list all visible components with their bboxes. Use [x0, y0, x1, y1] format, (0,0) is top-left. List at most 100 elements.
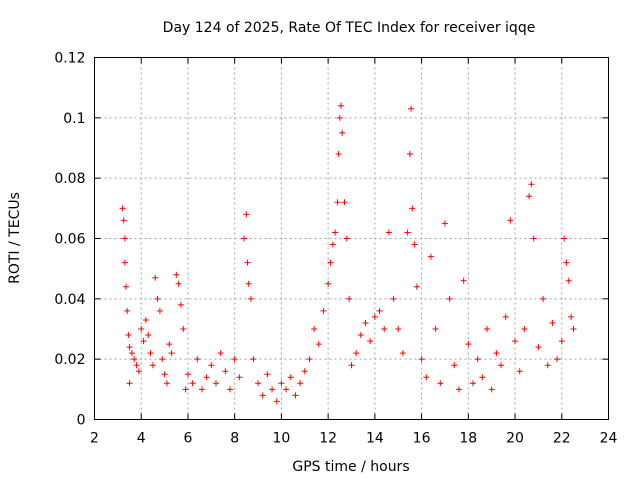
data-point	[432, 326, 439, 332]
data-point	[119, 205, 126, 212]
data-point	[147, 350, 154, 357]
data-point	[528, 181, 535, 188]
data-point	[395, 326, 402, 332]
data-point	[231, 356, 238, 363]
data-point	[563, 259, 570, 266]
data-point	[474, 356, 481, 363]
data-point	[123, 283, 130, 290]
y-tick-label: 0.02	[54, 352, 85, 368]
data-point	[173, 271, 180, 278]
data-point	[243, 211, 250, 218]
data-point	[306, 356, 313, 363]
data-point	[334, 199, 341, 206]
data-point	[554, 356, 561, 363]
data-point	[156, 307, 163, 314]
data-point	[241, 235, 248, 242]
data-point	[561, 235, 568, 242]
data-point	[182, 386, 189, 393]
data-point	[203, 374, 210, 381]
data-point	[469, 380, 476, 387]
data-point	[125, 332, 132, 339]
data-point	[248, 295, 255, 302]
y-tick-label: 0.1	[63, 111, 85, 127]
data-point	[121, 259, 128, 266]
data-point	[385, 229, 392, 236]
data-point	[142, 316, 149, 323]
data-point	[320, 307, 327, 314]
data-point	[558, 338, 565, 345]
data-point	[404, 229, 411, 236]
data-point	[498, 362, 505, 369]
chart-title: Day 124 of 2025, Rate Of TEC Index for r…	[163, 20, 536, 36]
y-tick-label: 0	[77, 413, 86, 429]
data-point	[540, 295, 547, 302]
data-point	[287, 374, 294, 381]
data-point	[311, 326, 318, 332]
data-point	[273, 398, 280, 405]
data-point	[343, 235, 350, 242]
data-point	[255, 380, 262, 387]
data-point	[337, 102, 344, 109]
x-tick-label: 14	[366, 431, 384, 447]
data-point	[236, 374, 243, 381]
y-tick-label: 0.12	[54, 51, 85, 67]
data-point	[126, 380, 133, 387]
data-point	[413, 283, 420, 290]
data-point	[126, 344, 133, 351]
data-point	[411, 241, 418, 248]
data-point	[159, 356, 166, 363]
data-point	[423, 374, 430, 381]
data-point	[140, 338, 147, 345]
y-tick-label: 0.08	[54, 171, 85, 187]
data-point	[329, 241, 336, 248]
data-point	[152, 274, 159, 281]
data-point	[168, 350, 175, 357]
data-point	[568, 313, 575, 320]
data-point	[418, 356, 425, 363]
data-point	[441, 220, 448, 227]
data-point	[135, 368, 142, 375]
data-point	[131, 356, 138, 363]
data-point	[175, 280, 182, 287]
data-point	[244, 259, 251, 266]
data-point	[465, 341, 472, 348]
x-tick-label: 24	[600, 431, 618, 447]
data-point	[264, 371, 271, 378]
data-point	[278, 380, 285, 387]
data-point	[507, 217, 514, 224]
data-point	[184, 371, 191, 378]
data-point	[357, 332, 364, 339]
data-point	[121, 235, 128, 242]
data-point	[149, 362, 156, 369]
data-point	[212, 380, 219, 387]
data-point	[408, 105, 415, 112]
data-point	[138, 326, 145, 332]
x-tick-label: 22	[553, 431, 571, 447]
x-tick-label: 12	[319, 431, 337, 447]
data-point	[341, 199, 348, 206]
data-point	[120, 217, 127, 224]
x-axis-label: GPS time / hours	[292, 459, 409, 475]
data-point	[346, 295, 353, 302]
data-point	[332, 229, 339, 236]
data-point	[166, 341, 173, 348]
data-point	[315, 341, 322, 348]
data-point	[409, 205, 416, 212]
x-tick-label: 10	[272, 431, 290, 447]
data-point	[227, 386, 234, 393]
data-point	[327, 259, 334, 266]
data-point	[446, 295, 453, 302]
data-point	[217, 350, 224, 357]
data-point	[198, 386, 205, 393]
data-point	[390, 295, 397, 302]
data-point	[371, 313, 378, 320]
data-point	[124, 307, 131, 314]
data-point	[335, 151, 342, 158]
data-point	[259, 392, 266, 399]
y-axis-label: ROTI / TECUs	[7, 192, 23, 284]
data-point	[516, 368, 523, 375]
data-point	[484, 326, 491, 332]
data-point	[297, 380, 304, 387]
data-point	[292, 392, 299, 399]
y-tick-label: 0.04	[54, 292, 85, 308]
